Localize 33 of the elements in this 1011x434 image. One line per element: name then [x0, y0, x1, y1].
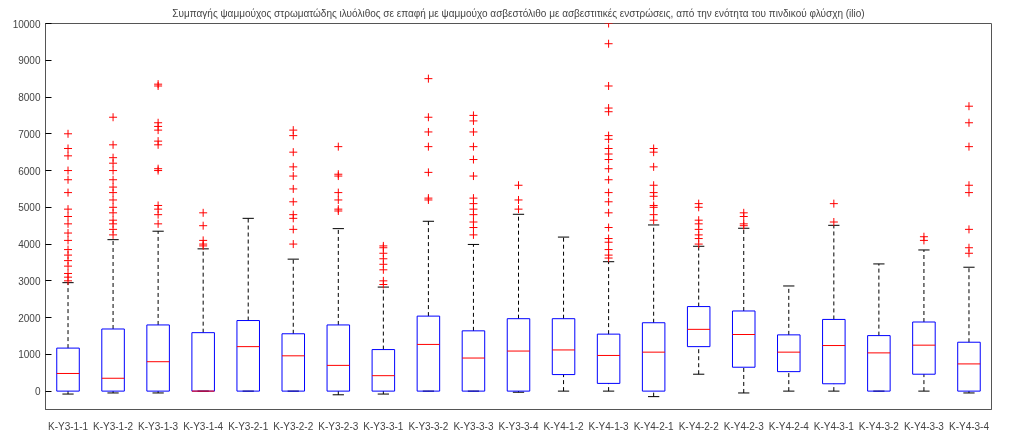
x-tick-label: K-Y4-3-2 — [858, 420, 900, 432]
x-tick-label: K-Y4-3-3 — [903, 420, 945, 432]
x-tick-label: K-Y3-3-3 — [453, 420, 494, 432]
x-tick-label: K-Y3-1-4 — [183, 420, 224, 432]
x-tick-label: K-Y4-2-1 — [633, 420, 675, 432]
x-tick-label: K-Y3-1-1 — [48, 420, 89, 432]
x-tick-label: K-Y3-3-1 — [363, 420, 404, 432]
x-tick-label: K-Y4-1-3 — [588, 420, 630, 432]
chart-title: Συμπαγής ψαμμούχος στρωματώδης ιλυόλιθος σε επαφή με ψαμμούχο ασβεστόλιθο με ασβεστιτικές ενστρώσεις, από την ενότητα του πινδικού φλύσχη (ilio) — [172, 7, 865, 19]
y-tick-label: 3000 — [18, 275, 41, 287]
y-tick-label: 6000 — [18, 165, 41, 177]
x-tick-label: K-Y4-2-2 — [678, 420, 720, 432]
x-tick-label: K-Y3-3-4 — [498, 420, 539, 432]
x-tick-label: K-Y3-1-3 — [138, 420, 179, 432]
x-tick-label: K-Y3-2-2 — [273, 420, 314, 432]
y-tick-label: 0 — [34, 386, 41, 398]
y-tick-label: 9000 — [18, 55, 41, 67]
x-tick-label: K-Y3-2-3 — [318, 420, 359, 432]
x-tick-label: K-Y4-2-4 — [768, 420, 810, 432]
x-tick-label: K-Y3-2-1 — [228, 420, 269, 432]
x-tick-label: K-Y4-1-2 — [543, 420, 584, 432]
x-tick-label: K-Y3-1-2 — [93, 420, 134, 432]
y-tick-label: 7000 — [18, 128, 41, 140]
y-tick-label: 8000 — [18, 92, 41, 104]
x-tick-label: K-Y4-3-4 — [948, 420, 990, 432]
y-tick-label: 2000 — [18, 312, 41, 324]
x-tick-label: K-Y4-2-3 — [723, 420, 765, 432]
y-tick-label: 10000 — [12, 18, 41, 30]
x-tick-label: K-Y4-3-1 — [813, 420, 855, 432]
y-tick-label: 1000 — [18, 349, 41, 361]
y-tick-label: 5000 — [18, 202, 41, 214]
y-tick-label: 4000 — [18, 239, 41, 251]
x-tick-label: K-Y3-3-2 — [408, 420, 449, 432]
